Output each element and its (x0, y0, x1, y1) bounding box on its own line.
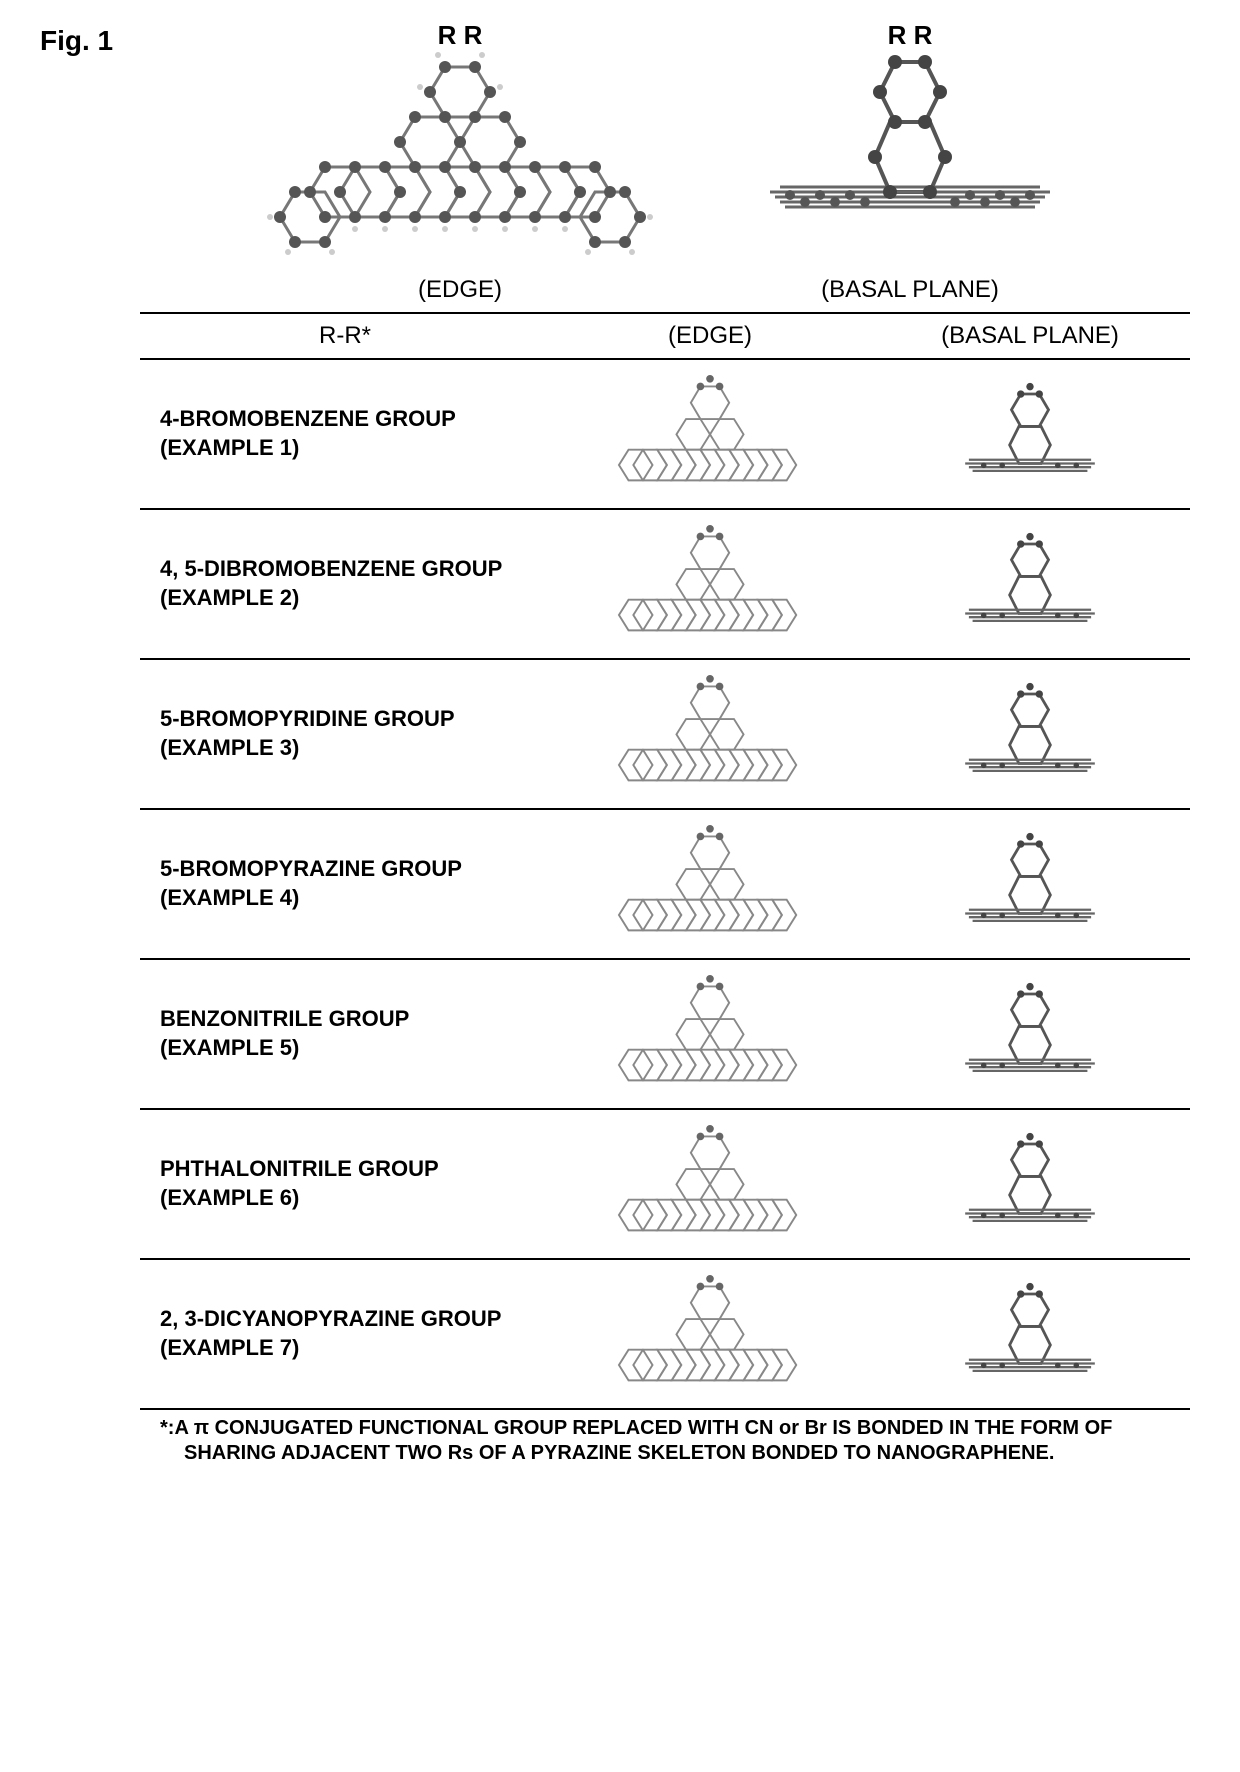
basal-structure (870, 1109, 1190, 1259)
basal-molecule-small-icon (950, 1282, 1110, 1382)
example-number: (EXAMPLE 6) (160, 1185, 299, 1210)
top-molecule-row: R R (120, 20, 1200, 304)
group-label: 5-BROMOPYRAZINE GROUP (EXAMPLE 4) (140, 809, 550, 959)
edge-structure (550, 509, 870, 659)
edge-structure (550, 1109, 870, 1259)
table-row: 4-BROMOBENZENE GROUP (EXAMPLE 1) (140, 359, 1190, 509)
example-number: (EXAMPLE 3) (160, 735, 299, 760)
basal-structure (870, 659, 1190, 809)
edge-molecule-icon (250, 47, 670, 267)
table-row: 2, 3-DICYANOPYRAZINE GROUP (EXAMPLE 7) (140, 1259, 1190, 1409)
group-name: 5-BROMOPYRAZINE GROUP (160, 856, 462, 881)
group-label: 4, 5-DIBROMOBENZENE GROUP (EXAMPLE 2) (140, 509, 550, 659)
group-name: 4, 5-DIBROMOBENZENE GROUP (160, 556, 502, 581)
edge-molecule-small-icon (605, 524, 815, 639)
group-label: PHTHALONITRILE GROUP (EXAMPLE 6) (140, 1109, 550, 1259)
basal-molecule-small-icon (950, 532, 1110, 632)
header-rr: R-R* (140, 313, 550, 359)
edge-caption: (EDGE) (250, 276, 670, 304)
edge-molecule-small-icon (605, 374, 815, 489)
table-row: 5-BROMOPYRAZINE GROUP (EXAMPLE 4) (140, 809, 1190, 959)
edge-molecule-small-icon (605, 674, 815, 789)
basal-structure (870, 359, 1190, 509)
example-number: (EXAMPLE 5) (160, 1035, 299, 1060)
basal-molecule-large: R R (750, 20, 1070, 304)
footnote: *:A π CONJUGATED FUNCTIONAL GROUP REPLAC… (160, 1416, 1184, 1466)
table-row: PHTHALONITRILE GROUP (EXAMPLE 6) (140, 1109, 1190, 1259)
group-label: 5-BROMOPYRIDINE GROUP (EXAMPLE 3) (140, 659, 550, 809)
group-label: BENZONITRILE GROUP (EXAMPLE 5) (140, 959, 550, 1109)
basal-molecule-icon (750, 47, 1070, 267)
edge-structure (550, 1259, 870, 1409)
group-label: 4-BROMOBENZENE GROUP (EXAMPLE 1) (140, 359, 550, 509)
example-number: (EXAMPLE 1) (160, 435, 299, 460)
examples-table: R-R* (EDGE) (BASAL PLANE) 4-BROMOBENZENE… (140, 312, 1190, 1410)
figure-label: Fig. 1 (40, 25, 113, 57)
edge-molecule-small-icon (605, 824, 815, 939)
group-name: 4-BROMOBENZENE GROUP (160, 406, 456, 431)
basal-structure (870, 809, 1190, 959)
group-name: BENZONITRILE GROUP (160, 1006, 409, 1031)
basal-structure (870, 509, 1190, 659)
header-edge: (EDGE) (550, 313, 870, 359)
example-number: (EXAMPLE 4) (160, 885, 299, 910)
basal-molecule-small-icon (950, 982, 1110, 1082)
edge-structure (550, 809, 870, 959)
basal-molecule-small-icon (950, 1132, 1110, 1232)
group-name: 5-BROMOPYRIDINE GROUP (160, 706, 455, 731)
table-row: BENZONITRILE GROUP (EXAMPLE 5) (140, 959, 1190, 1109)
basal-structure (870, 1259, 1190, 1409)
group-name: PHTHALONITRILE GROUP (160, 1156, 439, 1181)
edge-structure (550, 659, 870, 809)
basal-structure (870, 959, 1190, 1109)
group-name: 2, 3-DICYANOPYRAZINE GROUP (160, 1306, 501, 1331)
edge-molecule-large: R R (250, 20, 670, 304)
basal-caption: (BASAL PLANE) (750, 276, 1070, 304)
basal-molecule-small-icon (950, 832, 1110, 932)
table-row: 5-BROMOPYRIDINE GROUP (EXAMPLE 3) (140, 659, 1190, 809)
table-row: 4, 5-DIBROMOBENZENE GROUP (EXAMPLE 2) (140, 509, 1190, 659)
example-number: (EXAMPLE 2) (160, 585, 299, 610)
basal-molecule-small-icon (950, 382, 1110, 482)
edge-structure (550, 359, 870, 509)
example-number: (EXAMPLE 7) (160, 1335, 299, 1360)
edge-molecule-small-icon (605, 974, 815, 1089)
group-label: 2, 3-DICYANOPYRAZINE GROUP (EXAMPLE 7) (140, 1259, 550, 1409)
edge-molecule-small-icon (605, 1124, 815, 1239)
edge-molecule-small-icon (605, 1274, 815, 1389)
basal-molecule-small-icon (950, 682, 1110, 782)
edge-structure (550, 959, 870, 1109)
header-basal: (BASAL PLANE) (870, 313, 1190, 359)
